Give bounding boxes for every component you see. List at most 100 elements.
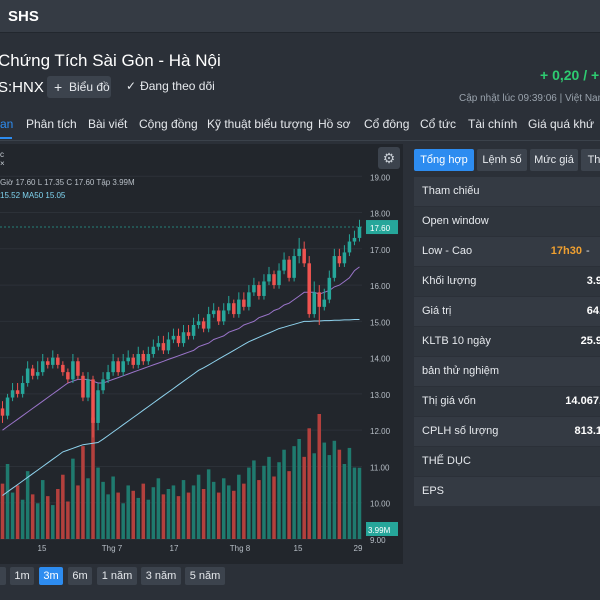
volume-bar: [151, 487, 156, 539]
range-button-1m[interactable]: 1m: [10, 567, 34, 585]
tab-financials[interactable]: Tài chính: [468, 117, 518, 131]
stat-row-trial: bản thử nghiệm: [414, 357, 600, 386]
candle-body: [327, 277, 332, 300]
volume-bar: [71, 458, 75, 539]
volume-bar: [277, 462, 281, 539]
tab-summary[interactable]: Tổng hợp: [414, 149, 474, 171]
candle-body: [146, 354, 151, 362]
candle-body: [232, 303, 236, 315]
ohlc-legend: Giờ 17.60 L 17.35 C 17.60 Tập 3.99M: [0, 178, 135, 187]
tab-community[interactable]: Cộng đồng: [139, 117, 198, 131]
volume-bar: [25, 471, 30, 539]
stat-value: 813.1: [574, 425, 600, 437]
chart-panel[interactable]: 19.00 18.00 17.00 16.00 15.00 14.00 13.00 12.00…: [0, 144, 403, 564]
volume-bar: [327, 455, 332, 539]
stat-row-eps: EPS: [414, 477, 600, 506]
candle-body: [227, 303, 231, 311]
gear-icon[interactable]: ⚙: [378, 147, 400, 169]
stat-row-value: Giá trị 64,: [414, 297, 600, 326]
price-axis-label: 10.00: [370, 500, 391, 509]
stat-label: Giá trị: [422, 305, 452, 317]
stat-row-low-high: Low - Cao 17h30 -: [414, 237, 600, 266]
tab-shareholders[interactable]: Cổ đông: [364, 117, 410, 131]
volume-bar: [262, 465, 266, 539]
range-button-5y[interactable]: 5 năm: [185, 567, 225, 585]
last-price-label: 17.60: [370, 224, 391, 233]
price-axis-label: 18.00: [370, 210, 391, 219]
top-bar: SHS: [0, 0, 600, 33]
volume-bar: [121, 503, 125, 539]
stat-label: Low - Cao: [422, 245, 473, 257]
tab-price-levels[interactable]: Mức giá: [530, 149, 578, 171]
tab-analysis[interactable]: Phân tích: [26, 117, 77, 131]
candle-body: [96, 390, 100, 423]
volume-bar: [46, 496, 50, 539]
stat-row-shares: CPLH số lượng 813.1: [414, 417, 600, 446]
candle-body: [357, 227, 362, 238]
candle-body: [272, 274, 276, 286]
time-axis-label: 17: [170, 544, 179, 553]
candle-body: [186, 332, 191, 336]
candle-body: [342, 252, 347, 264]
stat-row-market-cap: Thị giá vốn 14.067,: [414, 387, 600, 416]
stat-label: CPLH số lượng: [422, 425, 499, 437]
tab-dividends[interactable]: Cổ tức: [420, 117, 457, 131]
candle-body: [35, 372, 40, 376]
volume-bar: [171, 485, 176, 539]
tab-orders[interactable]: Lệnh số: [477, 149, 527, 171]
price-axis-label: 12.00: [370, 427, 391, 436]
volume-bar: [10, 492, 15, 539]
volume-bar: [302, 456, 306, 539]
volume-bar: [101, 481, 105, 539]
range-button-3m[interactable]: 3m: [39, 567, 63, 585]
candle-body: [61, 364, 65, 373]
follow-toggle[interactable]: ✓ Đang theo dõi: [126, 79, 215, 93]
tab-profile[interactable]: Hồ sơ: [318, 117, 351, 131]
candle-body: [347, 241, 352, 253]
tab-more[interactable]: Th: [581, 149, 600, 171]
volume-bar: [176, 496, 181, 539]
price-axis-label: 16.00: [370, 282, 391, 291]
follow-label: Đang theo dõi: [140, 79, 215, 93]
stat-row-sport: THỂ DỤC: [414, 447, 600, 476]
stat-value: 14.067,: [565, 395, 600, 407]
tab-articles[interactable]: Bài viết: [88, 117, 128, 131]
candle-body: [66, 372, 70, 380]
ohlc-legend-text: Giờ 17.60 L 17.35 C 17.60 Tập 3.99M: [0, 178, 135, 187]
candle-body: [287, 259, 291, 278]
tab-price-history[interactable]: Giá quá khứ: [528, 117, 595, 131]
candle-body: [352, 237, 357, 242]
last-volume-label: 3.99M: [368, 526, 391, 535]
volume-bar: [126, 485, 130, 539]
stat-row-volume: Khối lượng 3.9: [414, 267, 600, 296]
range-button-6m[interactable]: 6m: [68, 567, 92, 585]
chart-button[interactable]: + Biểu đồ: [47, 76, 111, 98]
ma-legend-text: 15.52 MA50 15.05: [0, 191, 66, 200]
time-axis-label: 29: [354, 544, 363, 553]
candle-body: [51, 357, 55, 365]
volume-bar: [40, 480, 45, 539]
last-volume-tag: [366, 522, 398, 536]
candle-body: [101, 379, 105, 391]
volume-bar: [201, 489, 206, 539]
candle-body: [171, 335, 176, 340]
candle-body: [121, 361, 125, 373]
candle-body: [221, 310, 226, 322]
volume-bar: [312, 453, 316, 539]
price-axis-label: 13.00: [370, 391, 391, 400]
volume-bar: [237, 474, 241, 539]
candle-body: [277, 270, 281, 286]
tab-overview[interactable]: an: [0, 117, 14, 131]
candle-body: [176, 335, 181, 344]
time-axis-label: 15: [294, 544, 303, 553]
candle-body: [242, 299, 246, 307]
range-button-partial[interactable]: [0, 567, 6, 585]
chart-corner-controls[interactable]: c ×: [0, 150, 5, 168]
price-chart[interactable]: 19.00 18.00 17.00 16.00 15.00 14.00 13.00 12.00…: [0, 144, 403, 564]
volume-bar: [257, 480, 261, 539]
tab-technical[interactable]: Kỹ thuật biểu tượng: [207, 117, 313, 131]
range-button-1y[interactable]: 1 năm: [97, 567, 137, 585]
company-name: Chứng Tích Sài Gòn - Hà Nội: [0, 51, 221, 71]
range-button-3y[interactable]: 3 năm: [141, 567, 181, 585]
volume-bar: [91, 417, 95, 539]
